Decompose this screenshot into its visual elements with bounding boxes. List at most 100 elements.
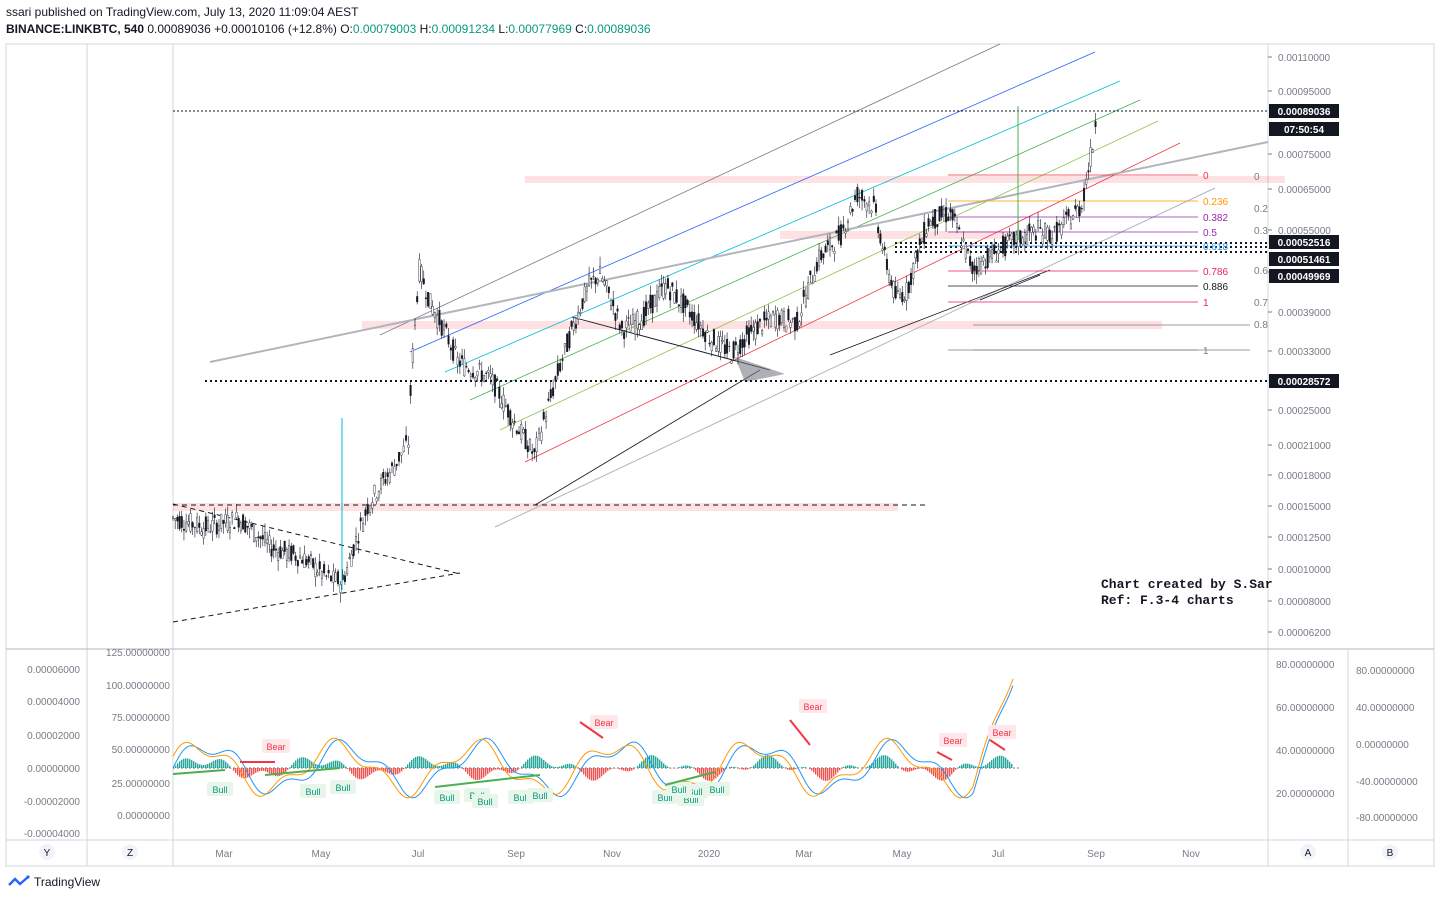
candle-body — [1051, 238, 1054, 245]
candle-body — [914, 251, 917, 259]
candle-body — [433, 312, 436, 319]
osc-hist-bar — [879, 756, 881, 768]
osc-hist-bar — [371, 768, 373, 774]
candle-body — [343, 575, 346, 582]
osc-hist-bar — [315, 763, 317, 768]
candle-body — [224, 514, 227, 524]
osc-hist-bar — [695, 768, 697, 771]
osc-hist-bar — [311, 761, 313, 768]
candle-body — [259, 536, 262, 540]
fib-right-label: 0.8 — [1254, 320, 1268, 331]
osc-hist-bar — [473, 768, 475, 780]
osc-hist-bar — [235, 768, 237, 774]
osc-hist-bar — [693, 768, 695, 769]
candle-body — [982, 257, 985, 262]
osc-hist-bar — [1005, 757, 1007, 768]
trend-line — [829, 269, 1051, 356]
brand-name[interactable]: TradingView — [34, 875, 101, 889]
candle-body — [899, 293, 902, 298]
candle-body — [620, 320, 623, 329]
annotation-text: Ref: F.3-4 charts — [1101, 593, 1234, 608]
open-label: O: — [340, 22, 353, 36]
osc-hist-bar — [647, 756, 649, 768]
bear-divergence-line — [989, 739, 1006, 751]
candle-body — [174, 518, 177, 521]
osc-hist-bar — [731, 766, 733, 768]
osc-hist-bar — [877, 757, 879, 768]
candle-body — [844, 231, 847, 234]
osc-mid-tick: 100.00000000 — [106, 681, 170, 692]
osc-hist-bar — [237, 768, 239, 776]
candle-body — [910, 272, 913, 285]
candle-body — [767, 311, 770, 320]
candle-body — [975, 265, 978, 275]
candle-body — [452, 339, 455, 361]
price-label-box — [1269, 104, 1339, 118]
bear-divergence-line — [936, 751, 953, 761]
osc-hist-bar — [845, 765, 847, 768]
axis-letter: B — [1387, 848, 1394, 859]
osc-hist-bar — [621, 768, 623, 770]
osc-hist-bar — [323, 764, 325, 768]
candle-body — [1087, 170, 1090, 173]
price-label: 0.00049969 — [1278, 272, 1331, 283]
bull-label: Bull — [439, 793, 454, 803]
candle-body — [750, 325, 753, 332]
axis-letter: Y — [44, 848, 51, 859]
osc-hist-bar — [825, 768, 827, 781]
candle-body — [677, 304, 680, 306]
osc-hist-bar — [313, 762, 315, 768]
bull-label: Bull — [671, 785, 686, 795]
osc-hist-bar — [905, 768, 907, 772]
candle-body — [1041, 235, 1044, 245]
osc-hist-bar — [523, 764, 525, 768]
osc-hist-bar — [227, 763, 229, 768]
candle-body — [669, 291, 672, 301]
osc-hist-bar — [645, 757, 647, 768]
osc-hist-bar — [911, 768, 913, 771]
candle-body — [962, 238, 965, 242]
candle-body — [371, 502, 374, 509]
osc-hist-bar — [397, 768, 399, 774]
candle-body — [585, 285, 588, 292]
candle-body — [614, 313, 617, 321]
candle-body — [520, 423, 523, 440]
axis-letter: A — [1305, 848, 1312, 859]
osc-hist-bar — [811, 768, 813, 771]
candle-body — [912, 263, 915, 279]
osc-hist-bar — [271, 768, 273, 775]
osc-hist-bar — [185, 758, 187, 768]
osc-hist-bar — [463, 768, 465, 770]
osc-hist-bar — [785, 768, 787, 769]
candle-body — [200, 531, 203, 536]
candle-body — [422, 278, 425, 285]
candle-body — [570, 320, 573, 327]
candle-body — [590, 277, 593, 280]
osc-hist-bar — [607, 768, 609, 771]
candle-body — [538, 428, 541, 434]
osc-hist-bar — [449, 762, 451, 768]
candle-body — [327, 569, 330, 574]
osc-hist-bar — [975, 766, 977, 768]
y-tick-label: 0.00012500 — [1278, 533, 1331, 544]
bull-label-box — [434, 790, 460, 804]
osc-hist-bar — [239, 768, 241, 777]
candle-body — [697, 313, 700, 330]
osc-hist-bar — [753, 765, 755, 768]
osc-fast-line — [172, 685, 1014, 799]
osc-hist-bar — [883, 755, 885, 768]
symbol-name[interactable]: BINANCE:LINKBTC, 540 — [6, 22, 145, 36]
osc-hist-bar — [965, 763, 967, 768]
candle-body — [407, 444, 410, 448]
candle-body — [809, 270, 812, 276]
candle-body — [545, 416, 548, 422]
candle-body — [929, 221, 932, 226]
fib-right-label: 0.3 — [1254, 226, 1268, 237]
candle-body — [485, 372, 488, 374]
osc-hist-bar — [997, 756, 999, 768]
osc-hist-bar — [291, 764, 293, 768]
candle-body — [686, 299, 689, 305]
fib-right-label: 0 — [1254, 172, 1260, 183]
candle-body — [509, 410, 512, 426]
